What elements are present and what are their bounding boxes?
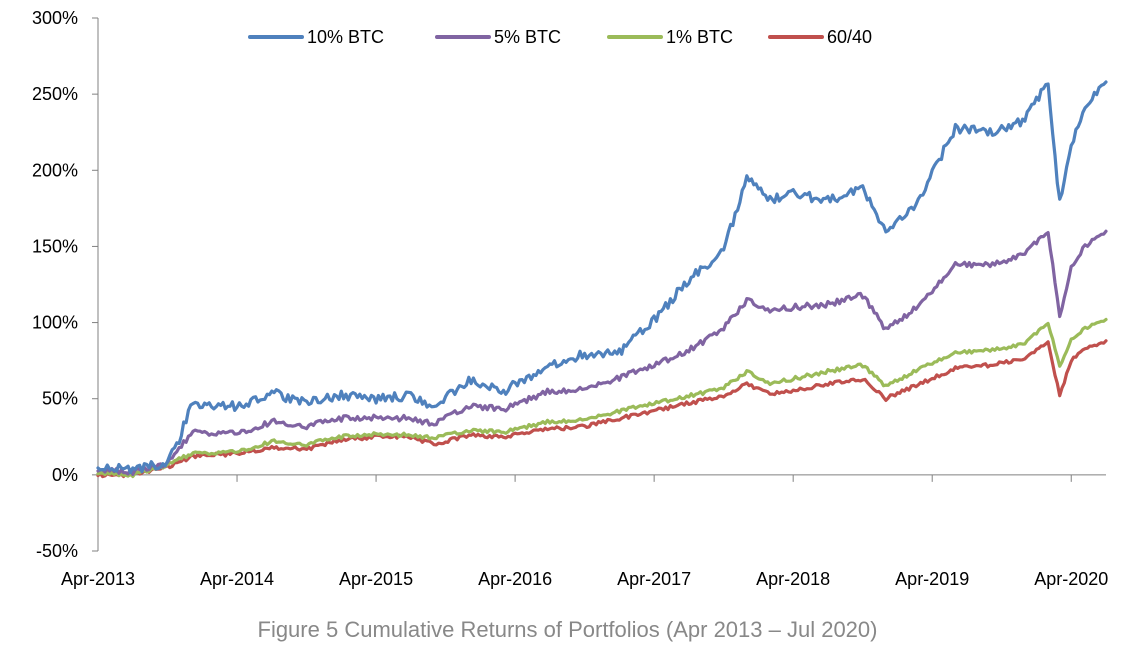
series-line-5-btc bbox=[96, 229, 1108, 476]
series-line-60-40 bbox=[96, 339, 1108, 479]
y-tick-label: 50% bbox=[42, 389, 78, 409]
y-axis: -50% 0% 50% 100% 150% 200% 250% 300% bbox=[32, 8, 99, 561]
x-axis: Apr-2013 Apr-2014 Apr-2015 Apr-2016 Apr-2017… bbox=[61, 474, 1108, 589]
x-tick-label: Apr-2015 bbox=[339, 569, 413, 589]
legend-label: 1% BTC bbox=[666, 27, 733, 47]
y-tick-label: 0% bbox=[52, 465, 78, 485]
legend: 10% BTC 5% BTC 1% BTC 60/40 bbox=[248, 27, 872, 47]
y-tick-label: 100% bbox=[32, 313, 78, 333]
y-tick-label: 300% bbox=[32, 8, 78, 28]
legend-label: 5% BTC bbox=[494, 27, 561, 47]
x-tick-label: Apr-2013 bbox=[61, 569, 135, 589]
legend-label: 60/40 bbox=[827, 27, 872, 47]
x-tick-label: Apr-2016 bbox=[478, 569, 552, 589]
x-tick-label: Apr-2017 bbox=[617, 569, 691, 589]
y-tick-label: 250% bbox=[32, 84, 78, 104]
x-tick-label: Apr-2018 bbox=[756, 569, 830, 589]
figure-caption: Figure 5 Cumulative Returns of Portfolio… bbox=[257, 617, 878, 642]
y-tick-label: -50% bbox=[36, 541, 78, 561]
x-tick-label: Apr-2014 bbox=[200, 569, 274, 589]
series-lines bbox=[96, 80, 1108, 479]
cumulative-returns-chart: -50%0%50%100%150%200%250%300% Apr-2013 Ap… bbox=[32, 8, 1108, 589]
series-line-10-btc bbox=[96, 80, 1108, 475]
series-line-1-btc bbox=[96, 317, 1108, 479]
y-tick-label: 200% bbox=[32, 160, 78, 180]
y-tick-label: 150% bbox=[32, 236, 78, 256]
legend-label: 10% BTC bbox=[307, 27, 384, 47]
x-tick-label: Apr-2020 bbox=[1034, 569, 1108, 589]
x-tick-label: Apr-2019 bbox=[895, 569, 969, 589]
